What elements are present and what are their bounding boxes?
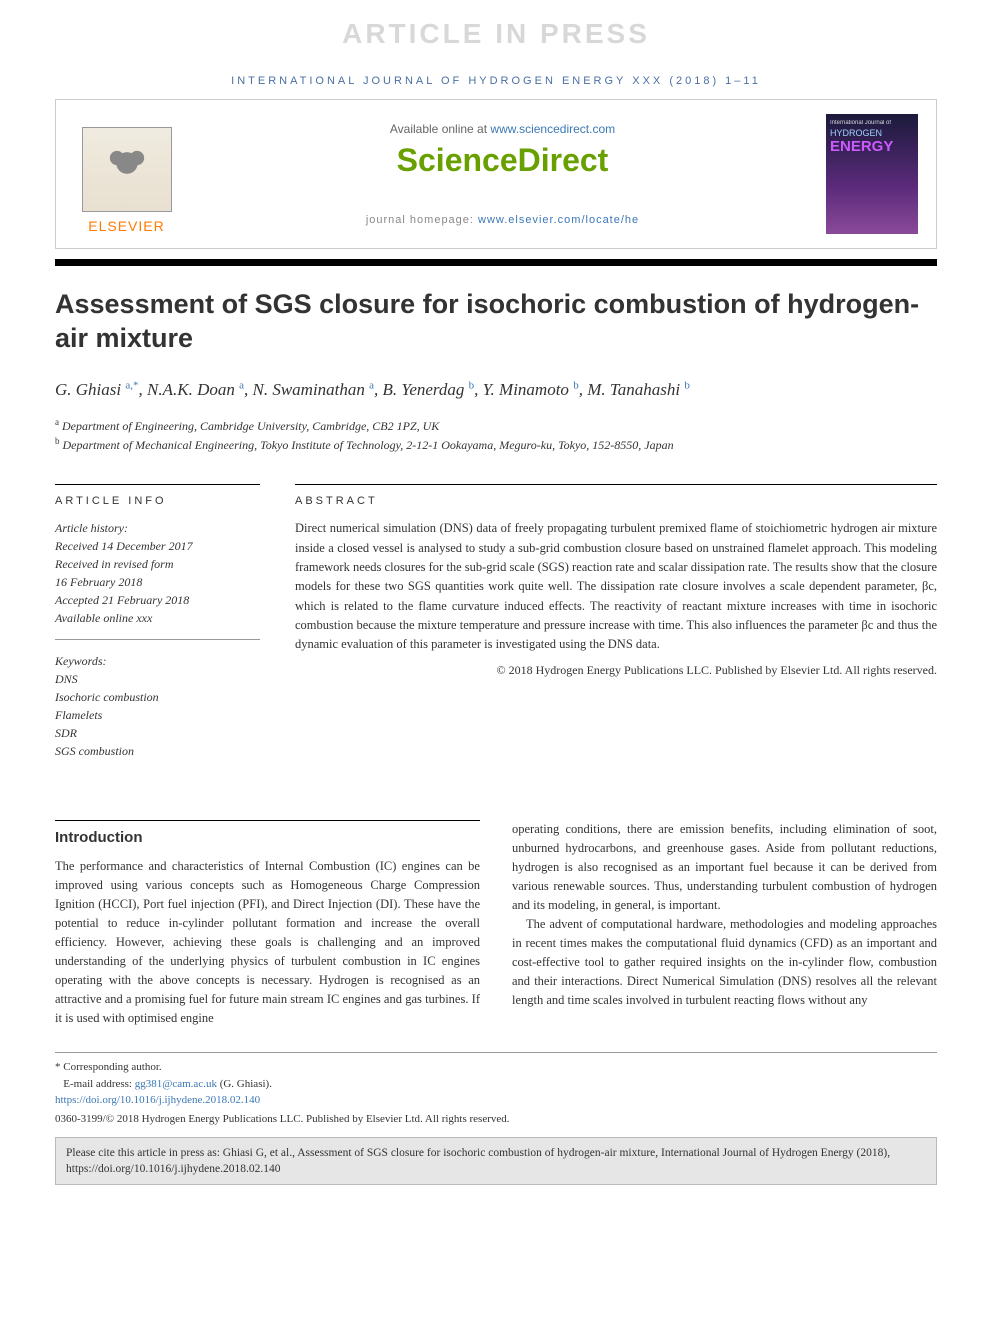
author: N.A.K. Doan a <box>147 380 244 399</box>
issn-copyright-line: 0360-3199/© 2018 Hydrogen Energy Publica… <box>55 1111 937 1128</box>
citation-box: Please cite this article in press as: Gh… <box>55 1137 937 1185</box>
affiliation: b Department of Mechanical Engineering, … <box>55 435 937 454</box>
footnotes: * Corresponding author. E-mail address: … <box>55 1052 937 1127</box>
email-label: E-mail address: <box>63 1078 134 1090</box>
journal-cover-thumbnail: International Journal of HYDROGEN ENERGY <box>826 114 918 234</box>
affiliation: a Department of Engineering, Cambridge U… <box>55 416 937 435</box>
corresponding-author-note: * Corresponding author. <box>55 1059 937 1076</box>
author: Y. Minamoto b <box>483 380 579 399</box>
history-line: Received 14 December 2017 <box>55 537 260 555</box>
publisher-box: ELSEVIER Available online at www.science… <box>55 99 937 249</box>
history-line: 16 February 2018 <box>55 573 260 591</box>
keyword: Flamelets <box>55 706 260 724</box>
journal-homepage-text: journal homepage: www.elsevier.com/locat… <box>197 214 808 226</box>
keywords-block: Keywords: DNSIsochoric combustionFlamele… <box>55 652 260 760</box>
email-suffix: (G. Ghiasi). <box>217 1078 272 1090</box>
page: ARTICLE IN PRESS INTERNATIONAL JOURNAL O… <box>0 0 992 1225</box>
intro-para-2a: operating conditions, there are emission… <box>512 820 937 915</box>
cover-energy-text: ENERGY <box>830 138 914 155</box>
abstract-heading: ABSTRACT <box>295 484 937 507</box>
author-mark: a <box>239 379 244 391</box>
abstract-text: Direct numerical simulation (DNS) data o… <box>295 519 937 655</box>
elsevier-logo: ELSEVIER <box>74 114 179 234</box>
author: G. Ghiasi a,* <box>55 380 139 399</box>
abstract-copyright: © 2018 Hydrogen Energy Publications LLC.… <box>295 663 937 678</box>
elsevier-tree-icon <box>82 127 172 212</box>
introduction-text-right: operating conditions, there are emission… <box>512 820 937 1010</box>
article-info-column: ARTICLE INFO Article history: Received 1… <box>55 484 260 760</box>
author-mark: a <box>369 379 374 391</box>
article-in-press-watermark: ARTICLE IN PRESS <box>342 18 650 50</box>
intro-para-1: The performance and characteristics of I… <box>55 857 480 1028</box>
author: B. Yenerdag b <box>383 380 475 399</box>
history-line: Accepted 21 February 2018 <box>55 591 260 609</box>
homepage-prefix: journal homepage: <box>366 214 478 226</box>
abstract-column: ABSTRACT Direct numerical simulation (DN… <box>295 484 937 760</box>
doi-link[interactable]: https://doi.org/10.1016/j.ijhydene.2018.… <box>55 1094 260 1106</box>
keyword: DNS <box>55 670 260 688</box>
author: M. Tanahashi b <box>587 380 690 399</box>
affiliation-mark: b <box>55 436 60 446</box>
intro-para-2b: The advent of computational hardware, me… <box>512 915 937 1010</box>
author-mark: b <box>469 379 475 391</box>
author-mark: a,* <box>125 379 138 391</box>
introduction-heading: Introduction <box>55 820 480 846</box>
keyword: SDR <box>55 724 260 742</box>
article-history-block: Article history: Received 14 December 20… <box>55 519 260 627</box>
keyword: Isochoric combustion <box>55 688 260 706</box>
available-prefix: Available online at <box>390 122 491 136</box>
sciencedirect-logo: ScienceDirect <box>197 142 808 179</box>
author-list: G. Ghiasi a,*, N.A.K. Doan a, N. Swamina… <box>55 378 937 403</box>
journal-running-header: INTERNATIONAL JOURNAL OF HYDROGEN ENERGY… <box>55 75 937 87</box>
history-label: Article history: <box>55 519 260 537</box>
black-divider-bar <box>55 259 937 266</box>
email-line: E-mail address: gg381@cam.ac.uk (G. Ghia… <box>55 1076 937 1093</box>
info-abstract-row: ARTICLE INFO Article history: Received 1… <box>55 484 937 760</box>
sciencedirect-block: Available online at www.sciencedirect.co… <box>197 122 808 226</box>
introduction-text-left: The performance and characteristics of I… <box>55 857 480 1028</box>
available-online-text: Available online at www.sciencedirect.co… <box>197 122 808 136</box>
body-column-right: operating conditions, there are emission… <box>512 820 937 1028</box>
doi-line: https://doi.org/10.1016/j.ijhydene.2018.… <box>55 1092 937 1109</box>
affiliation-list: a Department of Engineering, Cambridge U… <box>55 416 937 454</box>
cover-small-text: International Journal of <box>830 120 914 126</box>
affiliation-mark: a <box>55 417 59 427</box>
keyword: SGS combustion <box>55 742 260 760</box>
cover-hydrogen-text: HYDROGEN <box>830 128 914 138</box>
info-divider <box>55 639 260 640</box>
journal-homepage-link[interactable]: www.elsevier.com/locate/he <box>478 214 639 226</box>
author-email-link[interactable]: gg381@cam.ac.uk <box>135 1078 217 1090</box>
author-mark: b <box>573 379 579 391</box>
body-columns: Introduction The performance and charact… <box>55 820 937 1028</box>
history-line: Available online xxx <box>55 609 260 627</box>
sciencedirect-link[interactable]: www.sciencedirect.com <box>490 122 615 136</box>
author-mark: b <box>684 379 690 391</box>
body-column-left: Introduction The performance and charact… <box>55 820 480 1028</box>
history-line: Received in revised form <box>55 555 260 573</box>
keywords-label: Keywords: <box>55 652 260 670</box>
article-title: Assessment of SGS closure for isochoric … <box>55 288 937 356</box>
elsevier-wordmark: ELSEVIER <box>88 218 164 234</box>
article-info-heading: ARTICLE INFO <box>55 484 260 507</box>
author: N. Swaminathan a <box>253 380 375 399</box>
